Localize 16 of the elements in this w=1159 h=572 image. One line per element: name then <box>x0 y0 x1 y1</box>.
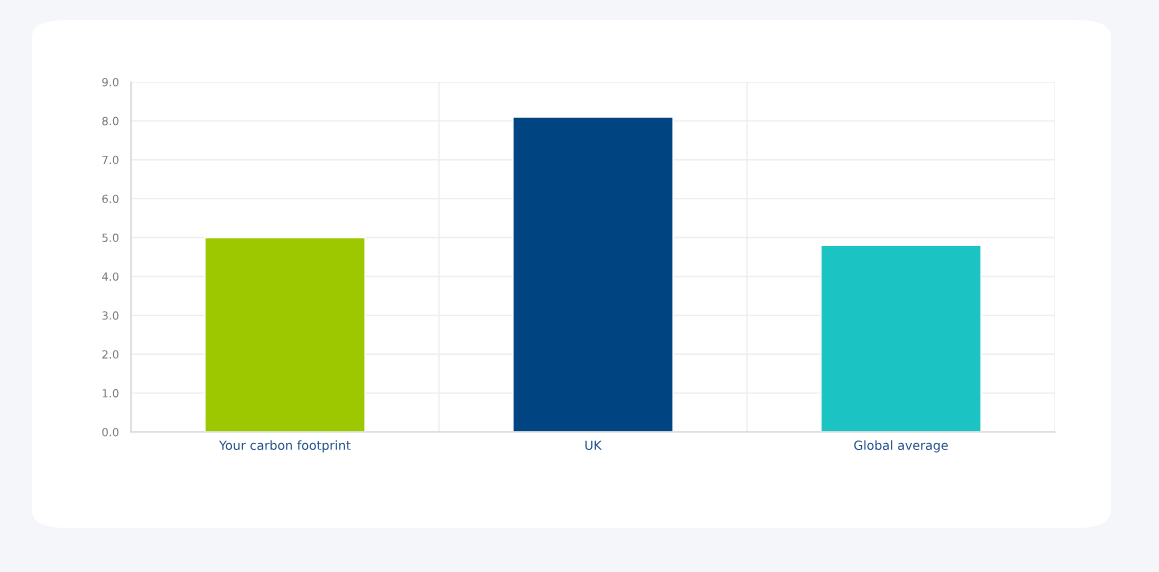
y-tick-label: 1.0 <box>102 389 119 398</box>
y-tick-label: 9.0 <box>102 77 119 87</box>
bar <box>204 236 366 432</box>
x-tick-label: Your carbon footprint <box>219 440 351 453</box>
y-tick-label: 8.0 <box>102 116 119 126</box>
bar <box>820 244 982 432</box>
x-tick-label: UK <box>585 440 602 451</box>
x-tick-label: Global average <box>854 440 948 453</box>
y-tick-label: 4.0 <box>102 272 119 281</box>
bar <box>512 116 674 432</box>
y-tick-label: 0.0 <box>102 427 119 437</box>
y-tick-label: 5.0 <box>102 233 119 242</box>
y-tick-label: 6.0 <box>102 194 119 204</box>
y-tick-label: 7.0 <box>102 155 119 165</box>
y-tick-label: 2.0 <box>102 350 119 359</box>
y-tick-label: 3.0 <box>102 311 119 320</box>
